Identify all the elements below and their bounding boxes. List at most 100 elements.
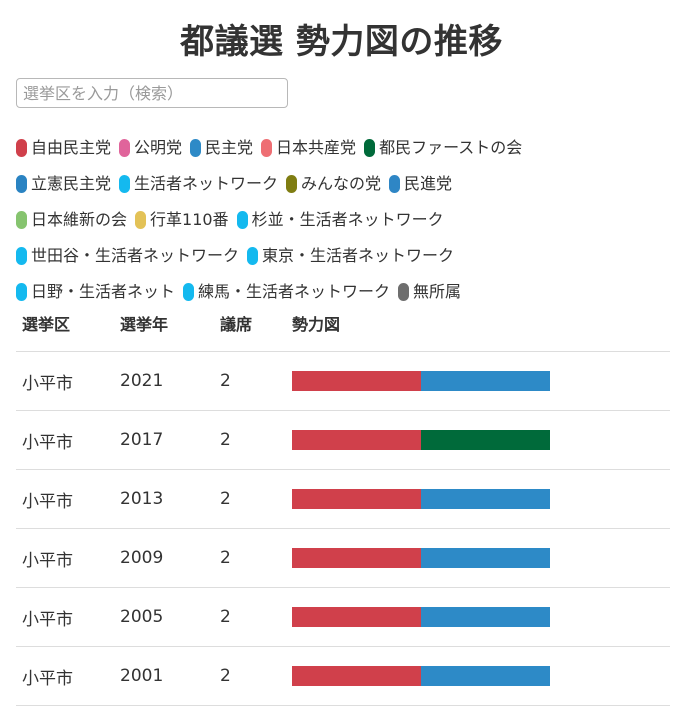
legend-label: 東京・生活者ネットワーク bbox=[262, 246, 455, 265]
power-bar-segment[interactable] bbox=[292, 489, 421, 509]
legend-label: 都民ファーストの会 bbox=[379, 138, 523, 157]
legend-item[interactable]: 世田谷・生活者ネットワーク bbox=[16, 247, 239, 265]
power-bar-segment[interactable] bbox=[292, 666, 421, 686]
legend-item[interactable]: みんなの党 bbox=[286, 175, 381, 193]
power-bar-segment[interactable] bbox=[421, 430, 550, 450]
legend-label: 民主党 bbox=[205, 138, 254, 157]
cell-power-map bbox=[286, 587, 670, 647]
legend-swatch bbox=[183, 283, 195, 301]
header-district[interactable]: 選挙区 bbox=[16, 294, 114, 352]
legend-item[interactable]: 日本共産党 bbox=[261, 139, 356, 157]
legend-item[interactable]: 都民ファーストの会 bbox=[364, 139, 522, 157]
power-bar-segment[interactable] bbox=[292, 430, 421, 450]
legend-swatch bbox=[135, 211, 147, 229]
party-legend: 自由民主党 公明党 民主党 日本共産党 都民ファーストの会立憲民主党 生活者ネットワーク み… bbox=[16, 139, 666, 301]
cell-year: 2001 bbox=[114, 646, 214, 706]
legend-label: 日本維新の会 bbox=[31, 210, 128, 229]
header-seats[interactable]: 議席 bbox=[214, 294, 286, 352]
power-bar-segment[interactable] bbox=[421, 548, 550, 568]
legend-label: 杉並・生活者ネットワーク bbox=[251, 210, 444, 229]
legend-item[interactable]: 自由民主党 bbox=[16, 139, 111, 157]
cell-seats: 2 bbox=[214, 410, 286, 470]
table-row: 小平市 2005 2 bbox=[16, 587, 670, 647]
cell-power-map bbox=[286, 410, 670, 470]
power-bar-segment[interactable] bbox=[421, 607, 550, 627]
table-row: 小平市 2013 2 bbox=[16, 469, 670, 529]
legend-label: 世田谷・生活者ネットワーク bbox=[31, 246, 240, 265]
legend-swatch bbox=[261, 139, 273, 157]
legend-item[interactable]: 民進党 bbox=[389, 175, 452, 193]
legend-label: 日本共産党 bbox=[276, 138, 357, 157]
cell-seats: 2 bbox=[214, 469, 286, 529]
legend-item[interactable]: 東京・生活者ネットワーク bbox=[247, 247, 454, 265]
legend-label: 公明党 bbox=[134, 138, 183, 157]
legend-swatch bbox=[119, 175, 131, 193]
power-bar-segment[interactable] bbox=[421, 371, 550, 391]
power-bar bbox=[292, 489, 550, 509]
legend-swatch bbox=[16, 283, 27, 301]
cell-district: 小平市 bbox=[16, 410, 114, 470]
legend-label: みんなの党 bbox=[301, 174, 382, 193]
table-header-row: 選挙区 選挙年 議席 勢力図 bbox=[16, 294, 670, 352]
legend-swatch bbox=[236, 211, 248, 229]
cell-power-map bbox=[286, 469, 670, 529]
cell-seats: 2 bbox=[214, 351, 286, 411]
header-year[interactable]: 選挙年 bbox=[114, 294, 214, 352]
legend-item[interactable]: 生活者ネットワーク bbox=[119, 175, 278, 193]
legend-swatch bbox=[247, 247, 259, 265]
cell-district: 小平市 bbox=[16, 587, 114, 647]
power-bar-segment[interactable] bbox=[292, 548, 421, 568]
legend-swatch bbox=[286, 175, 298, 193]
power-bar-segment[interactable] bbox=[421, 666, 550, 686]
legend-item[interactable]: 日本維新の会 bbox=[16, 211, 127, 229]
cell-year: 2013 bbox=[114, 469, 214, 529]
power-bar bbox=[292, 607, 550, 627]
cell-district: 小平市 bbox=[16, 646, 114, 706]
cell-district: 小平市 bbox=[16, 351, 114, 411]
legend-label: 生活者ネットワーク bbox=[134, 174, 279, 193]
header-power-map: 勢力図 bbox=[286, 294, 670, 352]
power-bar-segment[interactable] bbox=[292, 607, 421, 627]
results-table: 選挙区 選挙年 議席 勢力図 小平市 2021 2 小平市 2017 2 小平市 2013 2 小… bbox=[16, 294, 670, 706]
cell-seats: 2 bbox=[214, 646, 286, 706]
legend-swatch bbox=[398, 283, 410, 301]
table-row: 小平市 2021 2 bbox=[16, 351, 670, 411]
legend-item[interactable]: 民主党 bbox=[190, 139, 253, 157]
legend-swatch bbox=[16, 247, 27, 265]
legend-swatch bbox=[389, 175, 401, 193]
legend-label: 民進党 bbox=[404, 174, 453, 193]
search-input[interactable] bbox=[16, 78, 288, 108]
page-title: 都議選 勢力図の推移 bbox=[180, 22, 503, 62]
cell-year: 2005 bbox=[114, 587, 214, 647]
cell-year: 2021 bbox=[114, 351, 214, 411]
legend-label: 行革110番 bbox=[150, 210, 229, 229]
cell-district: 小平市 bbox=[16, 469, 114, 529]
cell-power-map bbox=[286, 528, 670, 588]
power-bar-segment[interactable] bbox=[292, 371, 421, 391]
power-bar bbox=[292, 430, 550, 450]
legend-swatch bbox=[364, 139, 376, 157]
cell-seats: 2 bbox=[214, 528, 286, 588]
table-row: 小平市 2017 2 bbox=[16, 410, 670, 470]
power-bar-segment[interactable] bbox=[421, 489, 550, 509]
legend-label: 立憲民主党 bbox=[31, 174, 112, 193]
power-bar bbox=[292, 371, 550, 391]
power-bar bbox=[292, 548, 550, 568]
cell-year: 2009 bbox=[114, 528, 214, 588]
cell-power-map bbox=[286, 646, 670, 706]
table-body: 小平市 2021 2 小平市 2017 2 小平市 2013 2 小平市 2009 2 小平市 2005 2… bbox=[16, 351, 670, 706]
legend-item[interactable]: 行革110番 bbox=[135, 211, 229, 229]
table-row: 小平市 2009 2 bbox=[16, 528, 670, 588]
legend-swatch bbox=[16, 139, 27, 157]
legend-item[interactable]: 公明党 bbox=[119, 139, 182, 157]
cell-year: 2017 bbox=[114, 410, 214, 470]
legend-item[interactable]: 立憲民主党 bbox=[16, 175, 111, 193]
cell-district: 小平市 bbox=[16, 528, 114, 588]
power-bar bbox=[292, 666, 550, 686]
cell-power-map bbox=[286, 351, 670, 411]
legend-swatch bbox=[16, 175, 27, 193]
legend-swatch bbox=[190, 139, 202, 157]
legend-swatch bbox=[119, 139, 131, 157]
legend-item[interactable]: 杉並・生活者ネットワーク bbox=[236, 210, 444, 229]
